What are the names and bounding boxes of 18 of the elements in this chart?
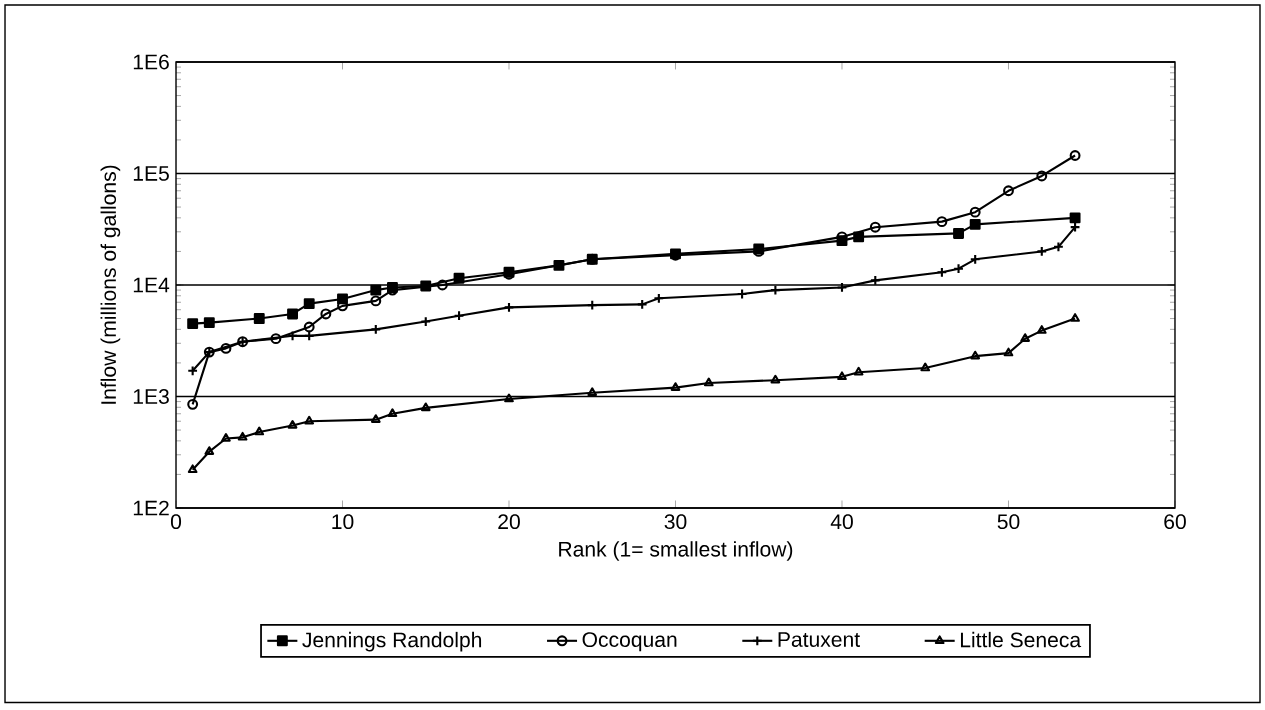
legend-label: Occoquan — [582, 632, 677, 652]
x-tick-label: 10 — [332, 514, 354, 530]
legend-label: Jennings Randolph — [302, 631, 482, 652]
legend-label: Patuxent — [778, 632, 860, 647]
x-tick-label: 0 — [170, 514, 182, 530]
x-tick-label: 30 — [664, 514, 687, 530]
x-axis-title: Rank (1= smallest inflow) — [559, 541, 793, 561]
x-tick-label: 60 — [1164, 514, 1186, 530]
x-tick-label: 40 — [830, 514, 853, 530]
y-tick-label: 1E5 — [133, 166, 169, 181]
y-tick-label: 1E2 — [133, 500, 169, 516]
y-tick-label: 1E3 — [133, 389, 169, 404]
y-tick-label: 1E4 — [133, 277, 170, 293]
x-tick-label: 50 — [997, 514, 1020, 530]
y-tick-label: 1E6 — [133, 54, 169, 70]
legend-label: Little Seneca — [960, 631, 1082, 648]
x-tick-label: 20 — [498, 514, 520, 530]
y-axis-title: Inflow (millions of gallons) — [100, 165, 121, 404]
